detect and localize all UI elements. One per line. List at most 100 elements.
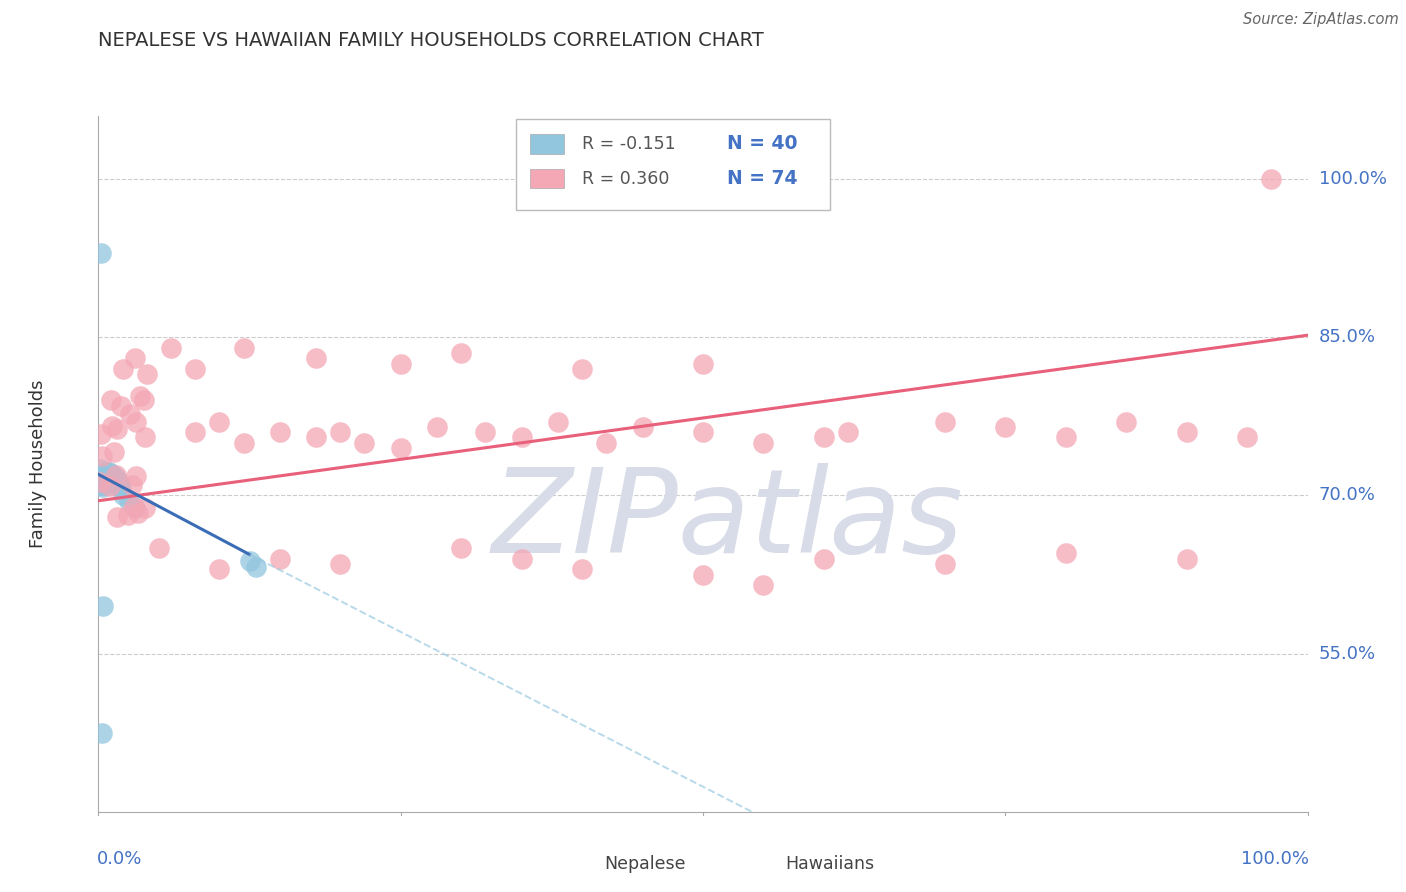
FancyBboxPatch shape <box>516 120 830 210</box>
Point <box>134 430 156 444</box>
Point <box>91 475 114 490</box>
Point <box>994 420 1017 434</box>
Point <box>184 425 207 440</box>
Point <box>269 551 291 566</box>
Point <box>98 465 121 479</box>
Text: 0.0%: 0.0% <box>97 850 142 868</box>
Text: Source: ZipAtlas.com: Source: ZipAtlas.com <box>1243 12 1399 27</box>
Point <box>91 599 114 614</box>
Text: 85.0%: 85.0% <box>1319 328 1375 346</box>
Point <box>97 475 120 490</box>
Point <box>105 421 128 435</box>
Point <box>1175 551 1198 566</box>
Text: R = 0.360: R = 0.360 <box>582 169 669 187</box>
Point <box>96 473 118 487</box>
Point <box>305 430 328 444</box>
Point <box>595 435 617 450</box>
Point <box>103 469 125 483</box>
Point <box>426 420 449 434</box>
Point <box>111 488 134 502</box>
Point <box>813 551 835 566</box>
Point <box>91 725 114 739</box>
Point <box>148 541 170 556</box>
Point <box>93 467 115 482</box>
Point <box>389 441 412 455</box>
Point <box>124 351 146 366</box>
Point <box>94 465 117 479</box>
Point <box>93 467 115 482</box>
Point <box>98 478 121 492</box>
Point <box>94 469 117 483</box>
Text: N = 74: N = 74 <box>727 169 797 188</box>
Text: 55.0%: 55.0% <box>1319 645 1376 663</box>
Point <box>100 393 122 408</box>
Point <box>90 473 112 487</box>
Point <box>1054 430 1077 444</box>
Point <box>208 415 231 429</box>
Text: 70.0%: 70.0% <box>1319 486 1375 505</box>
Point <box>91 449 114 463</box>
Point <box>118 493 141 508</box>
Point <box>474 425 496 440</box>
Point <box>124 501 146 516</box>
Point <box>934 557 956 571</box>
Point <box>118 407 141 421</box>
Point <box>510 430 533 444</box>
Point <box>245 560 267 574</box>
Point <box>134 393 156 408</box>
Point <box>1236 430 1258 444</box>
Point <box>510 551 533 566</box>
FancyBboxPatch shape <box>530 169 564 188</box>
Point <box>353 435 375 450</box>
Point <box>450 541 472 556</box>
Point <box>122 500 145 514</box>
Point <box>450 346 472 360</box>
Point <box>103 445 125 459</box>
Point <box>105 509 128 524</box>
Point <box>110 478 132 492</box>
Point <box>117 508 139 523</box>
Point <box>110 399 132 413</box>
Text: Family Households: Family Households <box>30 380 46 548</box>
Point <box>125 415 148 429</box>
Point <box>89 475 111 489</box>
Text: Hawaiians: Hawaiians <box>785 855 875 873</box>
Point <box>134 501 156 516</box>
Point <box>125 469 148 483</box>
Point <box>692 567 714 582</box>
Point <box>96 469 118 483</box>
Point <box>1175 425 1198 440</box>
Point <box>837 425 859 440</box>
Point <box>91 480 114 494</box>
Point <box>91 478 114 492</box>
Point <box>121 478 143 492</box>
Text: Nepalese: Nepalese <box>603 855 685 873</box>
Point <box>547 415 569 429</box>
Point <box>94 478 117 492</box>
Point <box>90 467 112 482</box>
Point <box>93 473 115 487</box>
Point <box>100 474 122 488</box>
Point <box>129 389 152 403</box>
Point <box>105 468 128 483</box>
Text: NEPALESE VS HAWAIIAN FAMILY HOUSEHOLDS CORRELATION CHART: NEPALESE VS HAWAIIAN FAMILY HOUSEHOLDS C… <box>98 31 765 50</box>
Point <box>692 357 714 371</box>
Point <box>100 419 122 434</box>
Point <box>389 357 412 371</box>
Point <box>160 341 183 355</box>
Point <box>97 467 120 482</box>
Point <box>329 425 352 440</box>
Point <box>101 472 124 486</box>
Text: R = -0.151: R = -0.151 <box>582 135 676 153</box>
Point <box>269 425 291 440</box>
Text: N = 40: N = 40 <box>727 135 797 153</box>
Point <box>752 578 775 592</box>
Point <box>111 362 134 376</box>
Point <box>91 469 114 483</box>
Point <box>98 472 121 486</box>
Text: ZIPatlas: ZIPatlas <box>491 462 963 576</box>
Text: 100.0%: 100.0% <box>1240 850 1309 868</box>
Point <box>100 469 122 483</box>
Point <box>571 362 593 376</box>
Point <box>813 430 835 444</box>
